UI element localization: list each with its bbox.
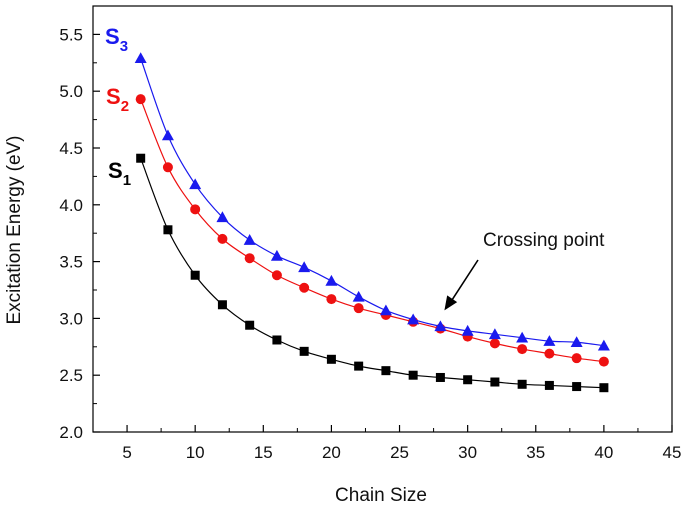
y-tick-label: 4.5 — [59, 139, 83, 158]
data-point — [245, 320, 255, 330]
crossing-point-arrow — [449, 259, 479, 303]
data-point — [216, 211, 229, 223]
data-point — [190, 270, 200, 280]
plot-frame — [92, 5, 673, 433]
y-axis: 2.0 2.5 3.0 3.5 4.0 4.5 5.0 5.5 — [59, 25, 100, 442]
y-tick-label: 4.0 — [59, 196, 83, 215]
series-label-main: S — [108, 158, 123, 183]
x-tick-label: 30 — [458, 443, 477, 462]
crossing-point-label: Crossing point — [483, 230, 605, 251]
series-label-main: S — [105, 24, 120, 49]
x-axis-title: Chain Size — [335, 485, 427, 506]
x-tick-label: 45 — [663, 443, 682, 462]
series-s1 — [136, 153, 609, 393]
data-point — [162, 162, 173, 173]
data-point — [599, 383, 609, 393]
series-line-s1 — [140, 158, 604, 389]
data-point — [571, 353, 582, 364]
data-point — [490, 377, 500, 387]
y-tick-label: 3.5 — [59, 253, 83, 272]
x-tick-label: 5 — [122, 443, 131, 462]
axes-frame — [92, 5, 673, 433]
data-point — [381, 366, 391, 376]
x-tick-label: 35 — [526, 443, 545, 462]
x-tick-label: 40 — [594, 443, 613, 462]
data-point — [488, 328, 501, 340]
data-point — [516, 331, 529, 343]
data-point — [544, 348, 555, 359]
x-axis: 5 10 15 20 25 30 35 40 45 — [122, 425, 681, 462]
data-point — [217, 233, 228, 244]
x-tick-label: 15 — [254, 443, 273, 462]
arrowhead-icon — [444, 295, 458, 311]
data-point — [271, 270, 282, 281]
data-point — [326, 354, 336, 364]
data-point — [544, 380, 554, 390]
series-line-s3 — [140, 58, 604, 347]
data-point — [352, 290, 365, 302]
data-point — [298, 261, 311, 273]
data-point — [161, 129, 174, 141]
data-point — [597, 339, 610, 351]
data-point — [190, 204, 201, 215]
series-label-s2: S2 — [106, 84, 129, 115]
y-tick-label: 5.0 — [59, 82, 83, 101]
data-point — [136, 153, 146, 163]
y-tick-label: 2.5 — [59, 366, 83, 385]
series-label-sub: 2 — [121, 98, 129, 115]
series-s3 — [134, 52, 610, 351]
data-point — [272, 335, 282, 345]
data-point — [134, 52, 147, 64]
series-label-main: S — [106, 84, 121, 109]
series-s2 — [135, 94, 609, 367]
y-tick-label: 5.5 — [59, 25, 83, 44]
y-axis-title: Excitation Energy (eV) — [4, 135, 25, 324]
data-point — [163, 225, 173, 235]
data-point — [270, 249, 283, 261]
data-point — [489, 338, 500, 349]
series-label-sub: 1 — [123, 172, 131, 189]
data-point — [543, 335, 556, 346]
data-point — [463, 375, 473, 385]
data-point — [135, 94, 146, 105]
data-point — [353, 303, 364, 314]
data-point — [572, 382, 582, 392]
data-point — [435, 372, 445, 382]
data-point — [354, 361, 364, 371]
data-point — [379, 304, 392, 316]
data-point — [243, 234, 256, 245]
series-label-s1: S1 — [108, 158, 131, 189]
series-layer — [134, 52, 610, 393]
data-point — [517, 344, 528, 355]
series-label-sub: 3 — [120, 38, 128, 55]
data-point — [326, 294, 337, 305]
data-point — [299, 282, 310, 293]
data-point — [244, 253, 255, 264]
data-point — [434, 320, 447, 332]
x-tick-label: 20 — [322, 443, 341, 462]
data-point — [408, 370, 418, 380]
x-tick-label: 10 — [186, 443, 205, 462]
data-point — [517, 379, 527, 389]
data-point — [598, 356, 609, 367]
data-point — [299, 346, 309, 356]
data-point — [570, 336, 583, 348]
data-point — [325, 274, 338, 286]
x-tick-label: 25 — [390, 443, 409, 462]
y-tick-label: 3.0 — [59, 309, 83, 328]
data-point — [407, 313, 420, 325]
data-point — [189, 178, 202, 190]
series-label-s3: S3 — [105, 24, 128, 55]
data-point — [461, 324, 474, 336]
annotations: Crossing point — [444, 230, 605, 311]
data-point — [217, 300, 227, 310]
y-tick-label: 2.0 — [59, 423, 83, 442]
